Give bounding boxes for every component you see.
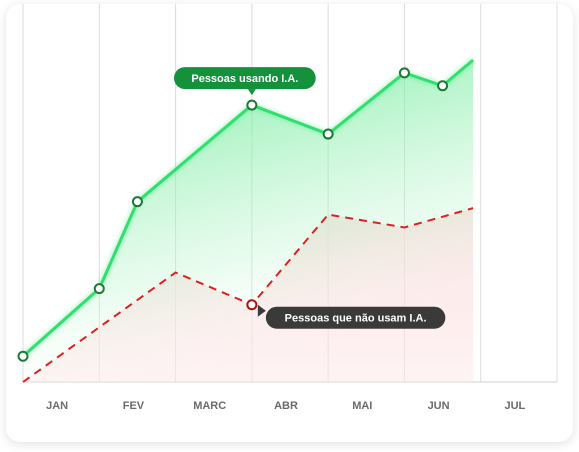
area-ai-users bbox=[23, 60, 474, 382]
x-tick-label: MAI bbox=[352, 400, 372, 412]
series-line-non-ai-users bbox=[22, 207, 474, 383]
x-tick-label: ABR bbox=[274, 400, 298, 412]
series-line-ai-users bbox=[22, 58, 475, 358]
chart-card: Pessoas usando I.A. Pessoas que não usam … bbox=[6, 4, 573, 442]
data-point bbox=[93, 283, 105, 295]
x-tick-label: JUL bbox=[504, 400, 525, 412]
data-point bbox=[17, 350, 29, 362]
data-point bbox=[437, 80, 449, 92]
data-point bbox=[246, 99, 258, 111]
area-chart: Pessoas usando I.A. Pessoas que não usam … bbox=[17, 4, 558, 412]
tooltip-label: Pessoas usando I.A. bbox=[191, 73, 298, 85]
x-tick-label: MARC bbox=[193, 400, 226, 412]
data-point bbox=[246, 299, 258, 311]
data-point bbox=[322, 128, 334, 140]
x-tick-label: JUN bbox=[428, 400, 450, 412]
data-point bbox=[398, 67, 410, 79]
x-tick-label: FEV bbox=[123, 400, 145, 412]
tooltip-0: Pessoas usando I.A. bbox=[174, 67, 316, 96]
tooltip-1: Pessoas que não usam I.A. bbox=[257, 304, 446, 329]
tooltip-label: Pessoas que não usam I.A. bbox=[285, 313, 427, 325]
data-point bbox=[131, 196, 143, 208]
x-tick-label: JAN bbox=[46, 400, 68, 412]
